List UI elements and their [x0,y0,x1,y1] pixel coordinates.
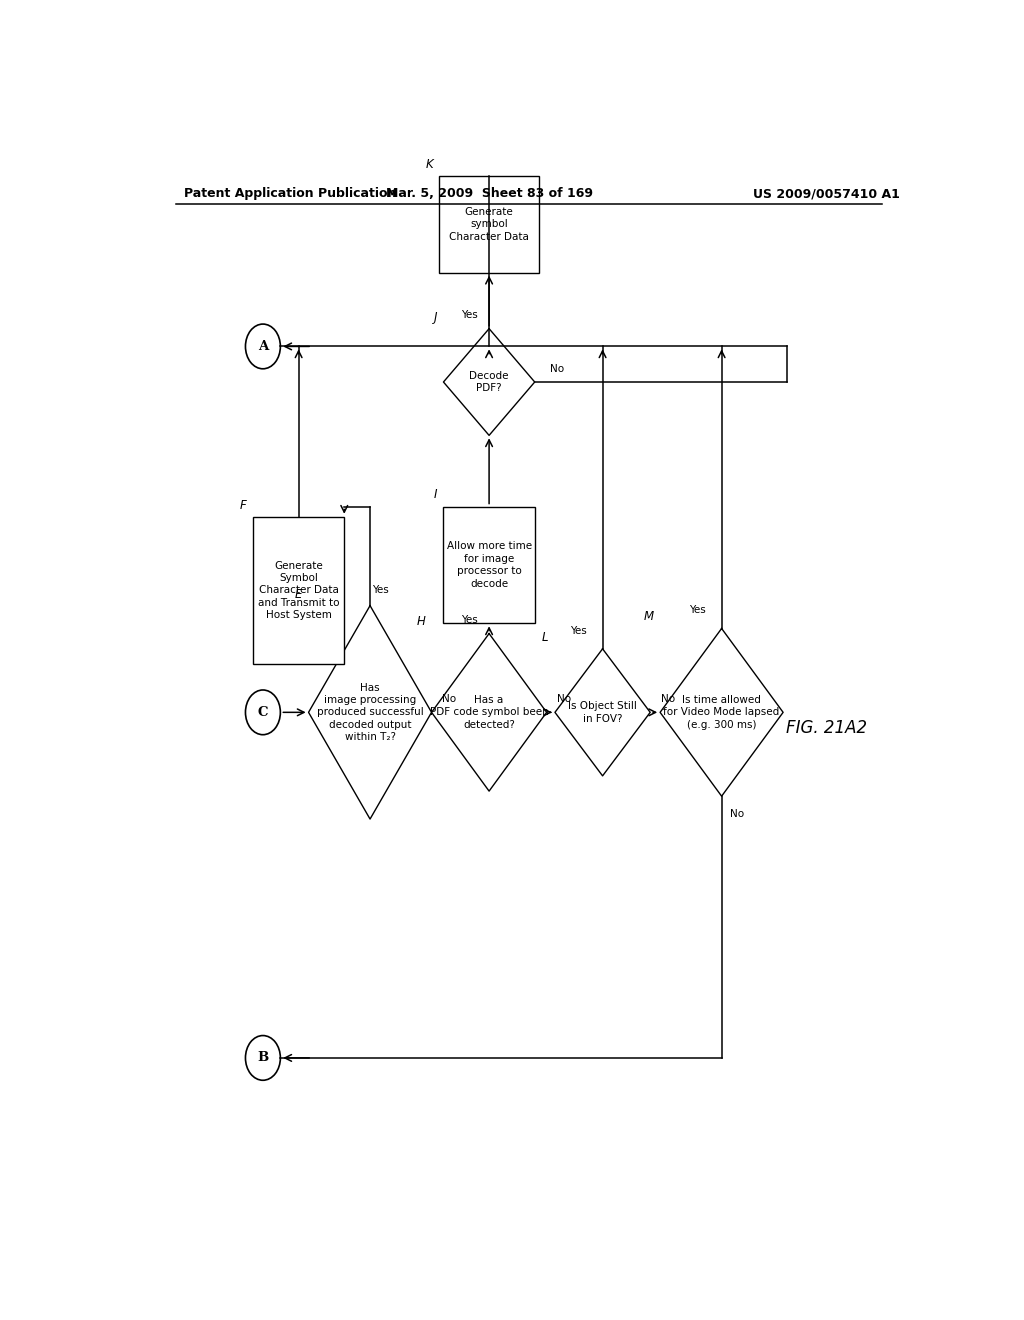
Text: J: J [433,310,437,323]
Polygon shape [660,628,783,796]
Text: No: No [660,694,675,704]
Text: Allow more time
for image
processor to
decode: Allow more time for image processor to d… [446,541,531,589]
Polygon shape [431,634,547,791]
Text: Yes: Yes [372,585,389,595]
Polygon shape [443,329,535,436]
FancyBboxPatch shape [443,507,535,623]
Text: I: I [433,488,437,502]
Text: F: F [240,499,247,512]
Text: L: L [542,631,549,644]
Text: Decode
PDF?: Decode PDF? [469,371,509,393]
Text: Generate
Symbol
Character Data
and Transmit to
Host System: Generate Symbol Character Data and Trans… [258,561,339,620]
Text: FIG. 21A2: FIG. 21A2 [785,718,867,737]
Polygon shape [308,606,431,818]
Text: Is Object Still
in FOV?: Is Object Still in FOV? [568,701,637,723]
Text: A: A [258,341,268,352]
Text: No: No [730,809,744,820]
Text: E: E [295,587,302,601]
Text: Yes: Yes [570,626,587,635]
Text: B: B [257,1052,268,1064]
Text: Yes: Yes [461,310,477,321]
Text: C: C [258,706,268,719]
Text: M: M [644,610,653,623]
Text: No: No [442,694,456,704]
Text: K: K [425,158,433,172]
Text: No: No [557,694,571,704]
Text: H: H [417,615,425,628]
Polygon shape [555,649,650,776]
Text: No: No [550,364,564,374]
Text: Is time allowed
for Video Mode lapsed
(e.g. 300 ms): Is time allowed for Video Mode lapsed (e… [664,694,779,730]
FancyBboxPatch shape [439,176,539,273]
Text: Patent Application Publication: Patent Application Publication [183,187,396,201]
Text: US 2009/0057410 A1: US 2009/0057410 A1 [753,187,900,201]
Text: Yes: Yes [461,615,477,626]
Text: Yes: Yes [689,605,707,615]
Text: Has a
PDF code symbol been
detected?: Has a PDF code symbol been detected? [430,694,549,730]
Text: Mar. 5, 2009  Sheet 83 of 169: Mar. 5, 2009 Sheet 83 of 169 [386,187,593,201]
Text: Has
image processing
produced successful
decoded output
within T₂?: Has image processing produced successful… [316,682,423,742]
FancyBboxPatch shape [253,516,344,664]
Text: Generate
symbol
Character Data: Generate symbol Character Data [450,207,529,242]
